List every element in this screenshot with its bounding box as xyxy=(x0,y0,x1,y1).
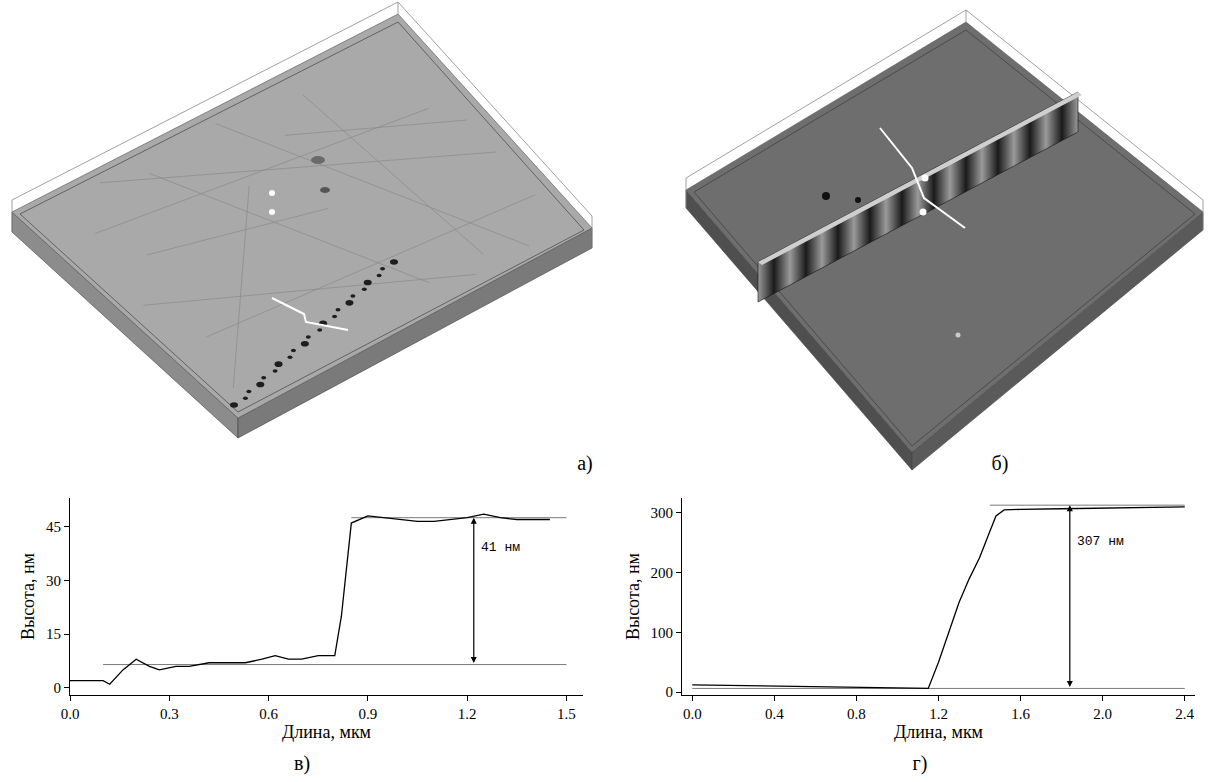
svg-text:а): а) xyxy=(577,452,593,475)
svg-text:1.2: 1.2 xyxy=(929,706,948,722)
svg-text:30: 30 xyxy=(46,573,61,589)
svg-text:0.0: 0.0 xyxy=(61,706,80,722)
svg-text:45: 45 xyxy=(46,519,61,535)
svg-text:41 нм: 41 нм xyxy=(481,540,520,555)
svg-text:Высота, нм: Высота, нм xyxy=(18,553,38,640)
svg-text:б): б) xyxy=(992,452,1009,475)
svg-text:15: 15 xyxy=(46,626,61,642)
html-text:г): г) xyxy=(912,752,928,774)
svg-text:1.5: 1.5 xyxy=(557,706,576,722)
svg-text:Длина, мкм: Длина, мкм xyxy=(282,722,371,742)
svg-text:0.0: 0.0 xyxy=(683,706,702,722)
svg-text:Высота, нм: Высота, нм xyxy=(623,553,643,640)
svg-text:0: 0 xyxy=(666,684,674,700)
svg-text:100: 100 xyxy=(651,625,674,641)
svg-text:1.6: 1.6 xyxy=(1011,706,1030,722)
svg-text:0.4: 0.4 xyxy=(765,706,784,722)
svg-text:2.4: 2.4 xyxy=(1175,706,1194,722)
svg-text:Длина, мкм: Длина, мкм xyxy=(894,722,983,742)
svg-text:0.3: 0.3 xyxy=(160,706,179,722)
svg-text:1.2: 1.2 xyxy=(458,706,477,722)
svg-text:307 нм: 307 нм xyxy=(1077,534,1124,549)
svg-text:0.6: 0.6 xyxy=(259,706,278,722)
html-text:в): в) xyxy=(293,752,310,774)
svg-text:0.8: 0.8 xyxy=(847,706,866,722)
svg-text:200: 200 xyxy=(651,565,674,581)
svg-text:300: 300 xyxy=(651,505,674,521)
svg-text:2.0: 2.0 xyxy=(1093,706,1112,722)
svg-text:0.9: 0.9 xyxy=(358,706,377,722)
svg-text:0: 0 xyxy=(54,680,62,696)
